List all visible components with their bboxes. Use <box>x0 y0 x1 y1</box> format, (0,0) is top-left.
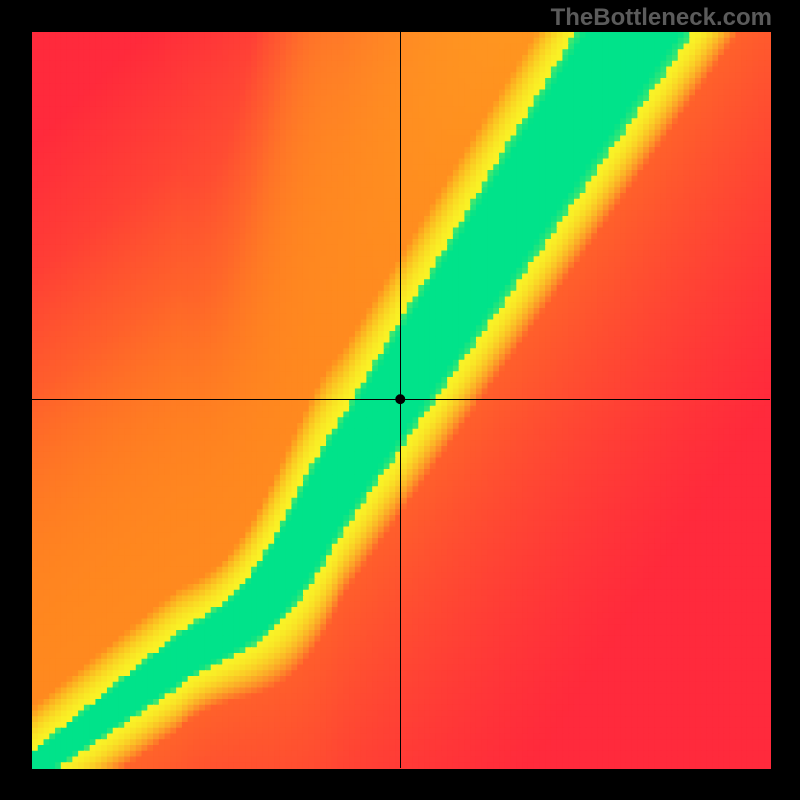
chart-container: TheBottleneck.com <box>0 0 800 800</box>
watermark-text: TheBottleneck.com <box>551 4 772 32</box>
bottleneck-heatmap <box>0 0 800 800</box>
